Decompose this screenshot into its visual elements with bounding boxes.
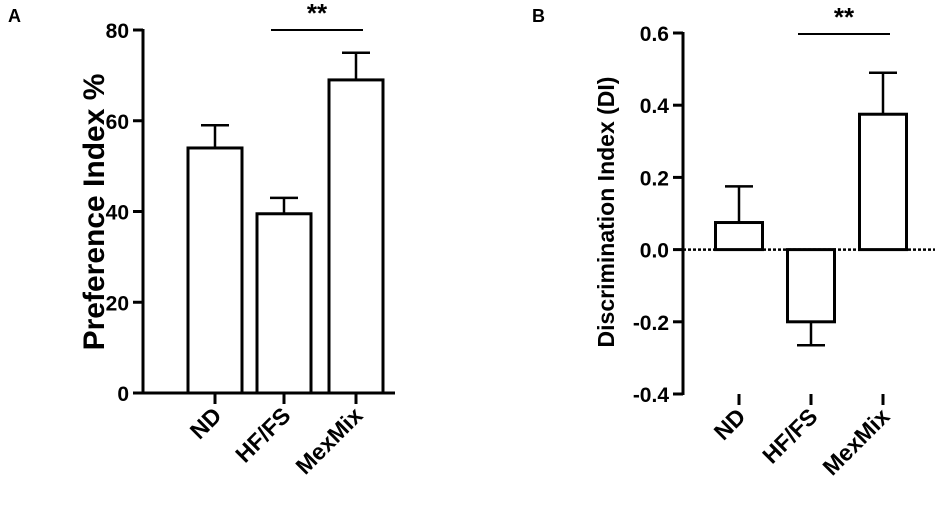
bar — [255, 212, 313, 395]
panel-b-y-tick-label: 0.0 — [640, 240, 669, 263]
panel-b-bars — [714, 71, 908, 347]
panel-a-category-label: HF/FS — [230, 402, 295, 467]
panel-a-y-tick-label: 0 — [117, 383, 129, 406]
panel-b-y-tick-label: 0.2 — [640, 167, 669, 190]
panel-b-significance-label: ** — [834, 2, 855, 32]
panel-b-category-label: MexMix — [817, 403, 894, 480]
panel-b-chart: B Discrimination Index (DI) -0.4 -0.2 0.… — [532, 2, 935, 480]
panel-b-significance: ** — [798, 2, 890, 35]
panel-a-category-label: ND — [185, 402, 227, 444]
panel-b-y-tick-label: 0.4 — [640, 95, 670, 118]
panel-a-significance-label: ** — [307, 0, 328, 28]
bar — [327, 78, 385, 395]
panel-b-y-tick-label: -0.4 — [633, 384, 670, 407]
bar — [786, 248, 836, 324]
bar — [858, 112, 908, 252]
panel-a-category-label: MexMix — [290, 402, 367, 479]
panel-a-y-tick-label: 60 — [106, 111, 129, 134]
panel-b-y-tick-label: 0.6 — [640, 23, 669, 46]
bar — [186, 146, 244, 395]
panel-a-x-categories: ND HF/FS MexMix — [185, 402, 368, 479]
panel-a-y-tick-label: 20 — [106, 292, 129, 315]
panel-b-category-label: HF/FS — [757, 403, 822, 468]
panel-b-x-categories: ND HF/FS MexMix — [709, 403, 895, 480]
panel-a-y-tick-label: 40 — [106, 202, 129, 225]
panel-a-y-axis-label: Preference Index % — [78, 74, 111, 351]
panel-a-y-ticks: 0 20 40 60 80 — [106, 20, 129, 406]
panel-b-y-ticks: -0.4 -0.2 0.0 0.2 0.4 0.6 — [633, 23, 670, 407]
panel-b-category-label: ND — [709, 403, 751, 445]
panel-a-significance: ** — [271, 0, 363, 31]
panel-a-chart: A Preference Index % 0 20 40 60 80 ND HF… — [8, 0, 395, 479]
panel-b-letter: B — [532, 6, 545, 26]
bar — [714, 221, 764, 252]
panel-a-y-tick-label: 80 — [106, 20, 129, 43]
panel-b-y-tick-label: -0.2 — [633, 312, 669, 335]
panel-a-letter: A — [8, 6, 21, 26]
panel-a-bars — [186, 51, 385, 395]
panel-b-y-axis-label: Discrimination Index (DI) — [593, 77, 619, 348]
